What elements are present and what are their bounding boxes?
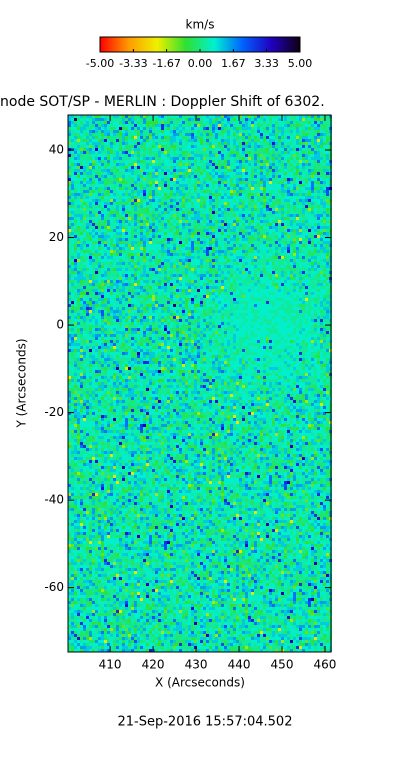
y-tick-label: 40 xyxy=(49,143,64,157)
colorbar-tick-label: 3.33 xyxy=(254,57,279,70)
x-tick-label: 410 xyxy=(99,658,122,672)
colorbar-tick-label: -5.00 xyxy=(86,57,114,70)
doppler-texture xyxy=(68,115,332,652)
doppler-texture xyxy=(68,115,332,652)
colorbar-tick-label: 1.67 xyxy=(221,57,246,70)
doppler-texture xyxy=(74,124,332,649)
colorbar-label: km/s xyxy=(186,18,215,32)
y-axis-label: Y (Arcseconds) xyxy=(15,338,29,428)
colorbar-tick-label: -3.33 xyxy=(119,57,147,70)
date-label: 21-Sep-2016 15:57:04.502 xyxy=(118,715,293,730)
y-tick-label: -40 xyxy=(44,493,64,507)
y-tick-label: -20 xyxy=(44,405,64,419)
plot-frame xyxy=(67,114,332,653)
x-tick-label: 450 xyxy=(271,658,294,672)
colorbar-tick-label: 0.00 xyxy=(188,57,213,70)
x-tick-label: 430 xyxy=(185,658,208,672)
y-tick-label: 20 xyxy=(49,230,64,244)
x-tick-label: 440 xyxy=(228,658,251,672)
x-axis-label: X (Arcseconds) xyxy=(155,676,245,690)
doppler-texture xyxy=(68,115,332,652)
x-tick-label: 460 xyxy=(314,658,337,672)
y-tick-label: 0 xyxy=(56,318,64,332)
x-tick-label: 420 xyxy=(142,658,165,672)
colorbar-tick-label: 5.00 xyxy=(288,57,313,70)
chart-title: node SOT/SP - MERLIN : Doppler Shift of … xyxy=(0,94,325,110)
colorbar-tick-label: -1.67 xyxy=(152,57,180,70)
y-tick-label: -60 xyxy=(44,580,64,594)
doppler-texture xyxy=(68,115,332,652)
